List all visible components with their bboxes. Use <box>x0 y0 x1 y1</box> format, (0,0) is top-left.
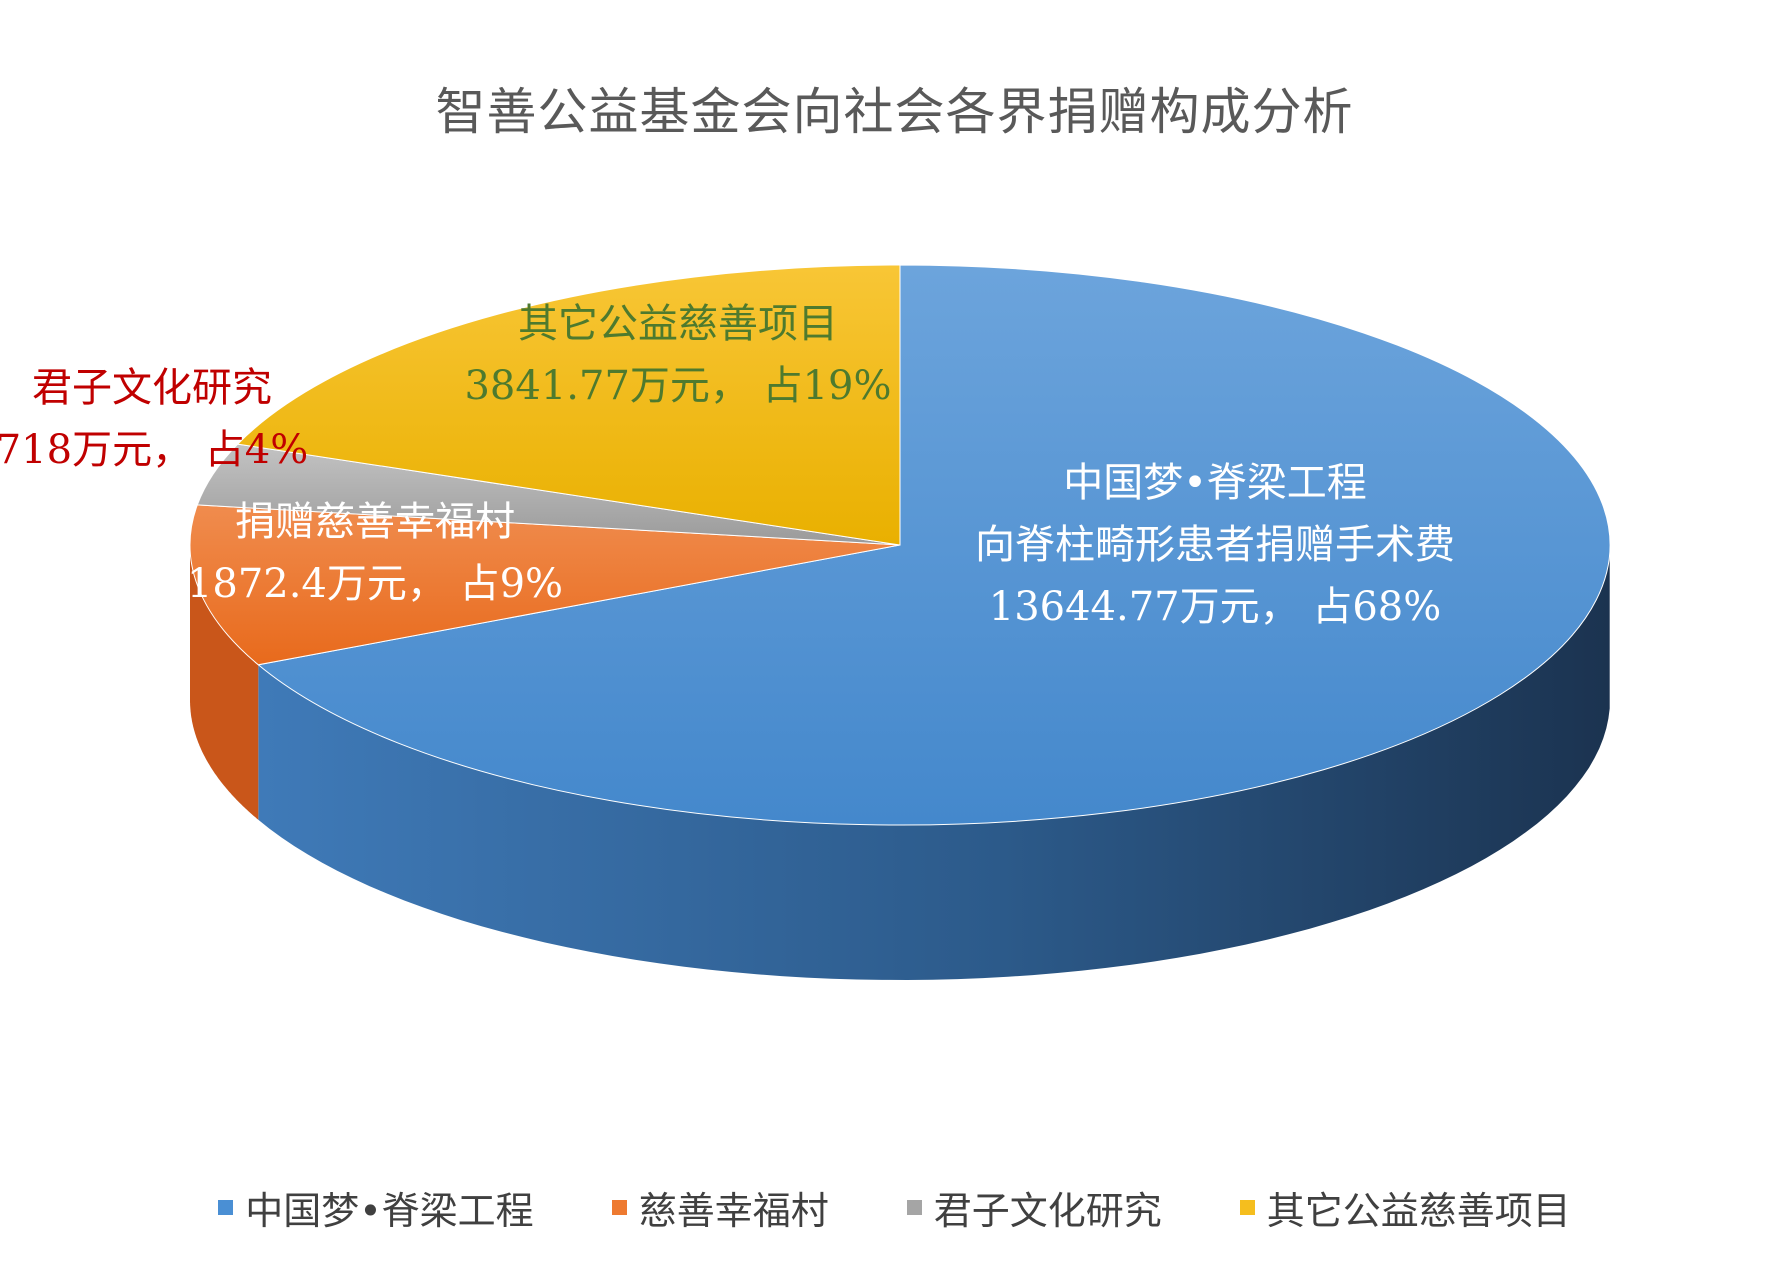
pie-side-1 <box>190 545 259 820</box>
pie-slice-3 <box>236 264 901 546</box>
pie-slice-label-line: 中国梦•脊梁工程 <box>1063 460 1367 506</box>
pie-slice-label-line: 君子文化研究 <box>32 365 272 411</box>
legend: 中国梦•脊梁工程 慈善幸福村 君子文化研究 其它公益慈善项目 <box>0 1180 1789 1235</box>
legend-label: 慈善幸福村 <box>638 1189 829 1233</box>
legend-item: 君子文化研究 <box>906 1180 1162 1235</box>
pie-side-0 <box>258 553 1610 980</box>
legend-item: 其它公益慈善项目 <box>1239 1180 1571 1235</box>
pie-slice-label-line: 3841.77万元， 占19% <box>464 363 891 409</box>
legend-label: 君子文化研究 <box>933 1189 1162 1233</box>
pie-slice-label-line: 其它公益慈善项目 <box>518 301 838 347</box>
pie-slice-0 <box>257 264 1611 826</box>
pie-slice-label-line: 1872.4万元， 占9% <box>187 561 563 607</box>
pie-slice-label-line: 向脊柱畸形患者捐赠手术费 <box>975 522 1455 568</box>
legend-swatch <box>218 1200 234 1215</box>
legend-swatch <box>1239 1200 1255 1215</box>
pie-slice-1 <box>189 504 901 666</box>
pie-slice-label-1: 捐赠慈善幸福村 1872.4万元， 占9% <box>187 499 563 607</box>
pie-slice-label-line: 13644.77万元， 占68% <box>989 584 1441 630</box>
legend-item: 慈善幸福村 <box>611 1180 829 1235</box>
legend-item: 中国梦•脊梁工程 <box>218 1180 534 1235</box>
legend-swatch <box>906 1200 922 1215</box>
legend-label: 中国梦•脊梁工程 <box>245 1189 534 1233</box>
pie-slice-label-3: 其它公益慈善项目 3841.77万元， 占19% <box>464 301 891 409</box>
pie-slice-label-2: 君子文化研究 718万元， 占4% <box>0 365 308 473</box>
chart-title: 智善公益基金会向社会各界捐赠构成分析 <box>435 83 1354 141</box>
pie-slice-label-line: 捐赠慈善幸福村 <box>235 499 515 545</box>
pie-slice-label-0: 中国梦•脊梁工程向脊柱畸形患者捐赠手术费 13644.77万元， 占68% <box>975 460 1455 630</box>
pie-slice-label-line: 718万元， 占4% <box>0 427 308 473</box>
legend-swatch <box>611 1200 627 1215</box>
legend-label: 其它公益慈善项目 <box>1266 1189 1571 1233</box>
